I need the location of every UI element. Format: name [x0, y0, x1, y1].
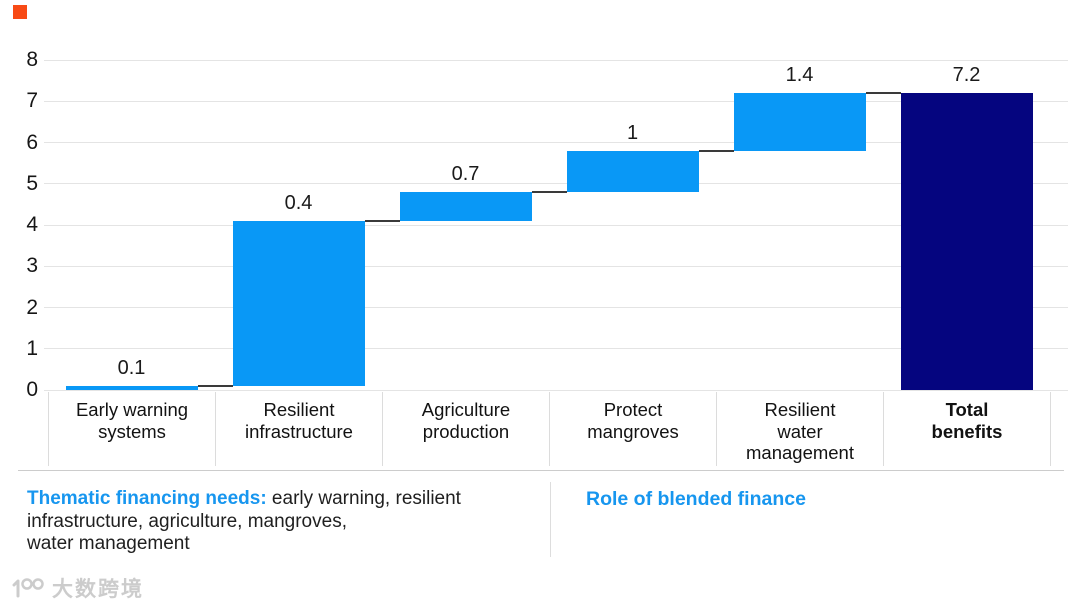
category-label-earlywarning-systems: Early warning systems — [48, 392, 215, 466]
y-tick-label: 1 — [26, 336, 38, 360]
category-label-line: Early warning — [75, 399, 189, 420]
footer-note-line1: Thematic financing needs: early warning,… — [27, 488, 527, 511]
y-tick-label: 3 — [26, 254, 38, 278]
watermark-text: 大数跨境 — [52, 578, 144, 601]
footer-note-line1-rest: early warning, resilient — [266, 488, 461, 509]
category-label-resilient-infrastructure: Resilient infrastructure — [215, 392, 382, 466]
gridline — [44, 183, 1068, 185]
connector-line — [364, 219, 400, 222]
category-label-line: Resilient — [764, 399, 836, 420]
footer-note-lead: Thematic financing needs: — [27, 488, 267, 509]
gridline — [44, 224, 1068, 226]
category-label-line: production — [422, 420, 510, 442]
gridline — [44, 59, 1068, 61]
category-label-line: management — [746, 442, 854, 463]
waterfall-chart: 0 1 2 3 4 5 6 7 8 0.1 0.4 0.7 1 1.4 7.2 Early warning s… — [26, 48, 1068, 466]
category-label-total-benefits: Total benefits — [883, 392, 1050, 466]
gridline — [44, 389, 1068, 391]
bar-value-label: 0.4 — [284, 191, 313, 214]
waterfall-bar — [566, 150, 699, 192]
waterfall-bar — [399, 192, 532, 221]
category-label-line: mangroves — [587, 420, 679, 442]
y-tick-label: 8 — [26, 48, 38, 71]
y-tick-label: 0 — [26, 378, 38, 401]
category-label-resilient-water-management: Resilient water management — [716, 392, 883, 466]
category-label-agriculture-production: Agriculture production — [382, 392, 549, 466]
connector-line — [531, 191, 567, 193]
connector-line — [865, 92, 901, 94]
horizontal-separator — [18, 470, 1064, 471]
total-bar — [900, 93, 1033, 390]
category-axis-right-border — [1050, 392, 1051, 466]
category-label-line: Resilient — [263, 399, 335, 420]
y-tick-label: 4 — [26, 213, 38, 236]
red-square-marker — [13, 5, 27, 19]
category-label-line: benefits — [931, 420, 1003, 442]
gridline — [44, 100, 1068, 102]
footer-note-line3: water management — [27, 533, 190, 554]
y-tick-label: 6 — [26, 130, 38, 154]
footer-vertical-divider — [550, 482, 551, 557]
category-label-line: water — [777, 420, 823, 442]
waterfall-bar — [65, 385, 198, 390]
connector-line — [197, 384, 233, 387]
category-label-line: systems — [98, 420, 166, 442]
bar-value-label: 1.4 — [785, 64, 814, 86]
gridline — [44, 265, 1068, 267]
y-tick-label: 2 — [26, 295, 38, 319]
bar-value-label: 0.7 — [451, 163, 480, 185]
watermark-logo-icon — [12, 578, 44, 598]
category-label-line: Protect — [603, 399, 663, 420]
gridline — [44, 142, 1068, 143]
waterfall-bar — [733, 93, 866, 151]
gridline — [44, 307, 1068, 308]
waterfall-bar — [232, 220, 365, 386]
footer-note-line2: infrastructure, agriculture, mangroves, — [27, 510, 347, 532]
connector-line — [698, 149, 734, 152]
category-label-protect-mangroves: Protect mangroves — [549, 392, 716, 466]
bar-value-label: 7.2 — [952, 64, 981, 86]
watermark: 大数跨境 — [12, 573, 144, 603]
y-tick-label: 5 — [26, 171, 38, 195]
bar-value-label: 1 — [626, 121, 639, 144]
bar-value-label: 0.1 — [117, 356, 146, 379]
category-label-line: infrastructure — [245, 420, 353, 442]
category-label-line: Total — [945, 399, 989, 420]
footer-note-thematic-financing: Thematic financing needs: early warning,… — [27, 488, 527, 556]
y-tick-label: 7 — [26, 89, 38, 113]
gridline — [44, 348, 1068, 350]
footer-note-blended-finance: Role of blended finance — [586, 488, 806, 510]
category-label-line: Agriculture — [421, 399, 511, 420]
